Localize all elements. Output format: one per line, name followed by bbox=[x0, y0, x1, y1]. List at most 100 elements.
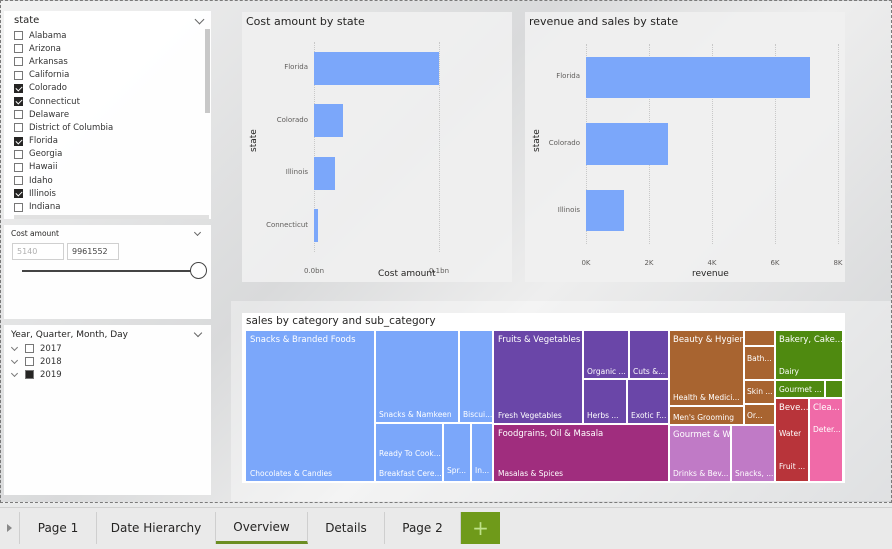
state-option[interactable]: District of Columbia bbox=[14, 121, 199, 134]
checkbox[interactable] bbox=[14, 70, 23, 80]
checkbox[interactable] bbox=[14, 202, 23, 212]
state-option[interactable]: Colorado bbox=[14, 82, 199, 95]
state-option[interactable]: Florida bbox=[14, 135, 199, 148]
state-option[interactable]: Delaware bbox=[14, 108, 199, 121]
chevron-down-icon[interactable] bbox=[193, 328, 203, 338]
bar[interactable] bbox=[586, 190, 624, 232]
range-slider-track[interactable] bbox=[22, 270, 199, 272]
year-option[interactable]: 2019 bbox=[10, 368, 62, 381]
bar[interactable] bbox=[586, 56, 810, 98]
checkbox[interactable] bbox=[14, 44, 23, 54]
state-option[interactable]: Indiana bbox=[14, 200, 199, 213]
treemap-tile[interactable]: In... bbox=[471, 423, 493, 482]
group-label: Clea... bbox=[813, 403, 840, 413]
checkbox[interactable] bbox=[14, 31, 23, 41]
treemap-tile-fruits-vegetables[interactable]: Fruits & Vegetables Fresh Vegetables bbox=[493, 330, 583, 424]
treemap-tile[interactable]: Exotic F... bbox=[627, 379, 669, 424]
treemap-tile-bakery[interactable]: Bakery, Cake... Dairy bbox=[775, 330, 843, 380]
treemap-tile[interactable]: Men's Grooming bbox=[669, 406, 744, 425]
checkbox[interactable] bbox=[14, 57, 23, 67]
checkbox[interactable] bbox=[25, 370, 34, 379]
state-option[interactable]: Illinois bbox=[14, 187, 199, 200]
treemap-tile[interactable]: Snacks, ... bbox=[731, 425, 775, 482]
vertical-scrollbar[interactable] bbox=[205, 29, 210, 113]
treemap-tile[interactable]: Or... bbox=[744, 404, 775, 425]
x-tick-label: 2K bbox=[644, 259, 654, 267]
treemap-tile[interactable]: Organic ... bbox=[583, 330, 629, 379]
state-option[interactable]: Arkansas bbox=[14, 55, 199, 68]
min-value-input[interactable]: 5140 bbox=[12, 243, 64, 260]
state-option[interactable]: Georgia bbox=[14, 148, 199, 161]
treemap-tile[interactable]: Biscui... bbox=[459, 330, 493, 423]
treemap-tile-beverages[interactable]: Beve... Water Fruit ... bbox=[775, 398, 809, 482]
checkbox[interactable] bbox=[14, 162, 23, 172]
treemap-tile[interactable]: Skin ... bbox=[744, 380, 775, 404]
group-label: Foodgrains, Oil & Masala bbox=[498, 429, 604, 439]
treemap-tile[interactable]: Gourmet ... bbox=[775, 380, 825, 398]
checkbox[interactable] bbox=[14, 97, 23, 107]
expand-chevron-icon[interactable] bbox=[10, 343, 19, 351]
state-option[interactable]: Idaho bbox=[14, 174, 199, 187]
y-tick-label: Illinois bbox=[557, 205, 580, 214]
checkbox[interactable] bbox=[25, 357, 34, 366]
year-option[interactable]: 2018 bbox=[10, 355, 62, 368]
bar[interactable] bbox=[314, 51, 439, 85]
tile-label: Cuts &... bbox=[633, 367, 666, 376]
chevron-down-icon[interactable] bbox=[194, 14, 205, 25]
group-label: Bakery, Cake... bbox=[779, 335, 843, 345]
max-value-input[interactable]: 9961552 bbox=[67, 243, 119, 260]
checkbox[interactable] bbox=[14, 123, 23, 133]
report-canvas: state Alabama Arizona Arkansas California Co… bbox=[0, 0, 892, 503]
state-option[interactable]: California bbox=[14, 69, 199, 82]
state-option[interactable]: Hawaii bbox=[14, 161, 199, 174]
horizontal-scrollbar[interactable] bbox=[14, 215, 209, 219]
treemap-tile[interactable]: Herbs ... bbox=[583, 379, 627, 424]
expand-chevron-icon[interactable] bbox=[10, 369, 19, 377]
year-option[interactable]: 2017 bbox=[10, 342, 62, 355]
tab-page-2[interactable]: Page 2 bbox=[385, 512, 461, 544]
bar[interactable] bbox=[586, 123, 668, 165]
state-option[interactable]: Connecticut bbox=[14, 95, 199, 108]
tab-scroll-left-icon[interactable] bbox=[7, 524, 12, 532]
treemap-tile[interactable]: Bath... bbox=[744, 346, 775, 380]
treemap-tile-beauty-hygiene[interactable]: Beauty & Hygiene Health & Medici... bbox=[669, 330, 744, 406]
state-option[interactable]: Arizona bbox=[14, 42, 199, 55]
date-hierarchy-slicer: Year, Quarter, Month, Day 2017 2018 2019 bbox=[4, 325, 211, 495]
checkbox[interactable] bbox=[14, 136, 23, 146]
tile-label: Dairy bbox=[779, 367, 799, 376]
checkbox[interactable] bbox=[14, 83, 23, 93]
expand-chevron-icon[interactable] bbox=[10, 356, 19, 364]
treemap-tile-cleaning[interactable]: Clea... Deter... bbox=[809, 398, 843, 482]
checkbox[interactable] bbox=[14, 110, 23, 120]
checkbox[interactable] bbox=[25, 344, 34, 353]
y-tick-label: Illinois bbox=[285, 168, 308, 177]
gridline bbox=[712, 44, 713, 244]
bar[interactable] bbox=[314, 104, 343, 138]
state-option-label: Colorado bbox=[29, 83, 67, 94]
chevron-down-icon[interactable] bbox=[193, 228, 202, 237]
add-page-button[interactable]: + bbox=[461, 512, 500, 544]
tab-overview[interactable]: Overview bbox=[216, 512, 308, 544]
bar[interactable] bbox=[314, 156, 336, 190]
checkbox[interactable] bbox=[14, 149, 23, 159]
treemap-tile[interactable]: Spr... bbox=[443, 423, 471, 482]
treemap-tile-snacks-branded-foods[interactable]: Snacks & Branded Foods Chocolates & Cand… bbox=[245, 330, 375, 482]
treemap-tile[interactable]: Cuts &... bbox=[629, 330, 669, 379]
state-slicer-title: state bbox=[14, 15, 40, 26]
tile-label: Herbs ... bbox=[587, 411, 619, 420]
range-slider-handle[interactable] bbox=[190, 262, 207, 279]
treemap-tile[interactable] bbox=[825, 380, 843, 398]
treemap-tile[interactable]: Ready To Cook... Breakfast Cere... bbox=[375, 423, 443, 482]
tab-page-1[interactable]: Page 1 bbox=[19, 512, 97, 544]
state-option[interactable]: Alabama bbox=[14, 29, 199, 42]
treemap-tile[interactable]: Snacks & Namkeen bbox=[375, 330, 459, 423]
tab-details[interactable]: Details bbox=[308, 512, 385, 544]
treemap-tile-foodgrains[interactable]: Foodgrains, Oil & Masala Masalas & Spice… bbox=[493, 424, 669, 482]
treemap-tile[interactable] bbox=[744, 330, 775, 346]
chart-title: sales by category and sub_category bbox=[246, 315, 436, 327]
checkbox[interactable] bbox=[14, 176, 23, 186]
treemap-tile-gourmet[interactable]: Gourmet & World Food Drinks & Bev... bbox=[669, 425, 731, 482]
checkbox[interactable] bbox=[14, 189, 23, 199]
tab-date-hierarchy[interactable]: Date Hierarchy bbox=[97, 512, 216, 544]
bar[interactable] bbox=[314, 209, 318, 243]
